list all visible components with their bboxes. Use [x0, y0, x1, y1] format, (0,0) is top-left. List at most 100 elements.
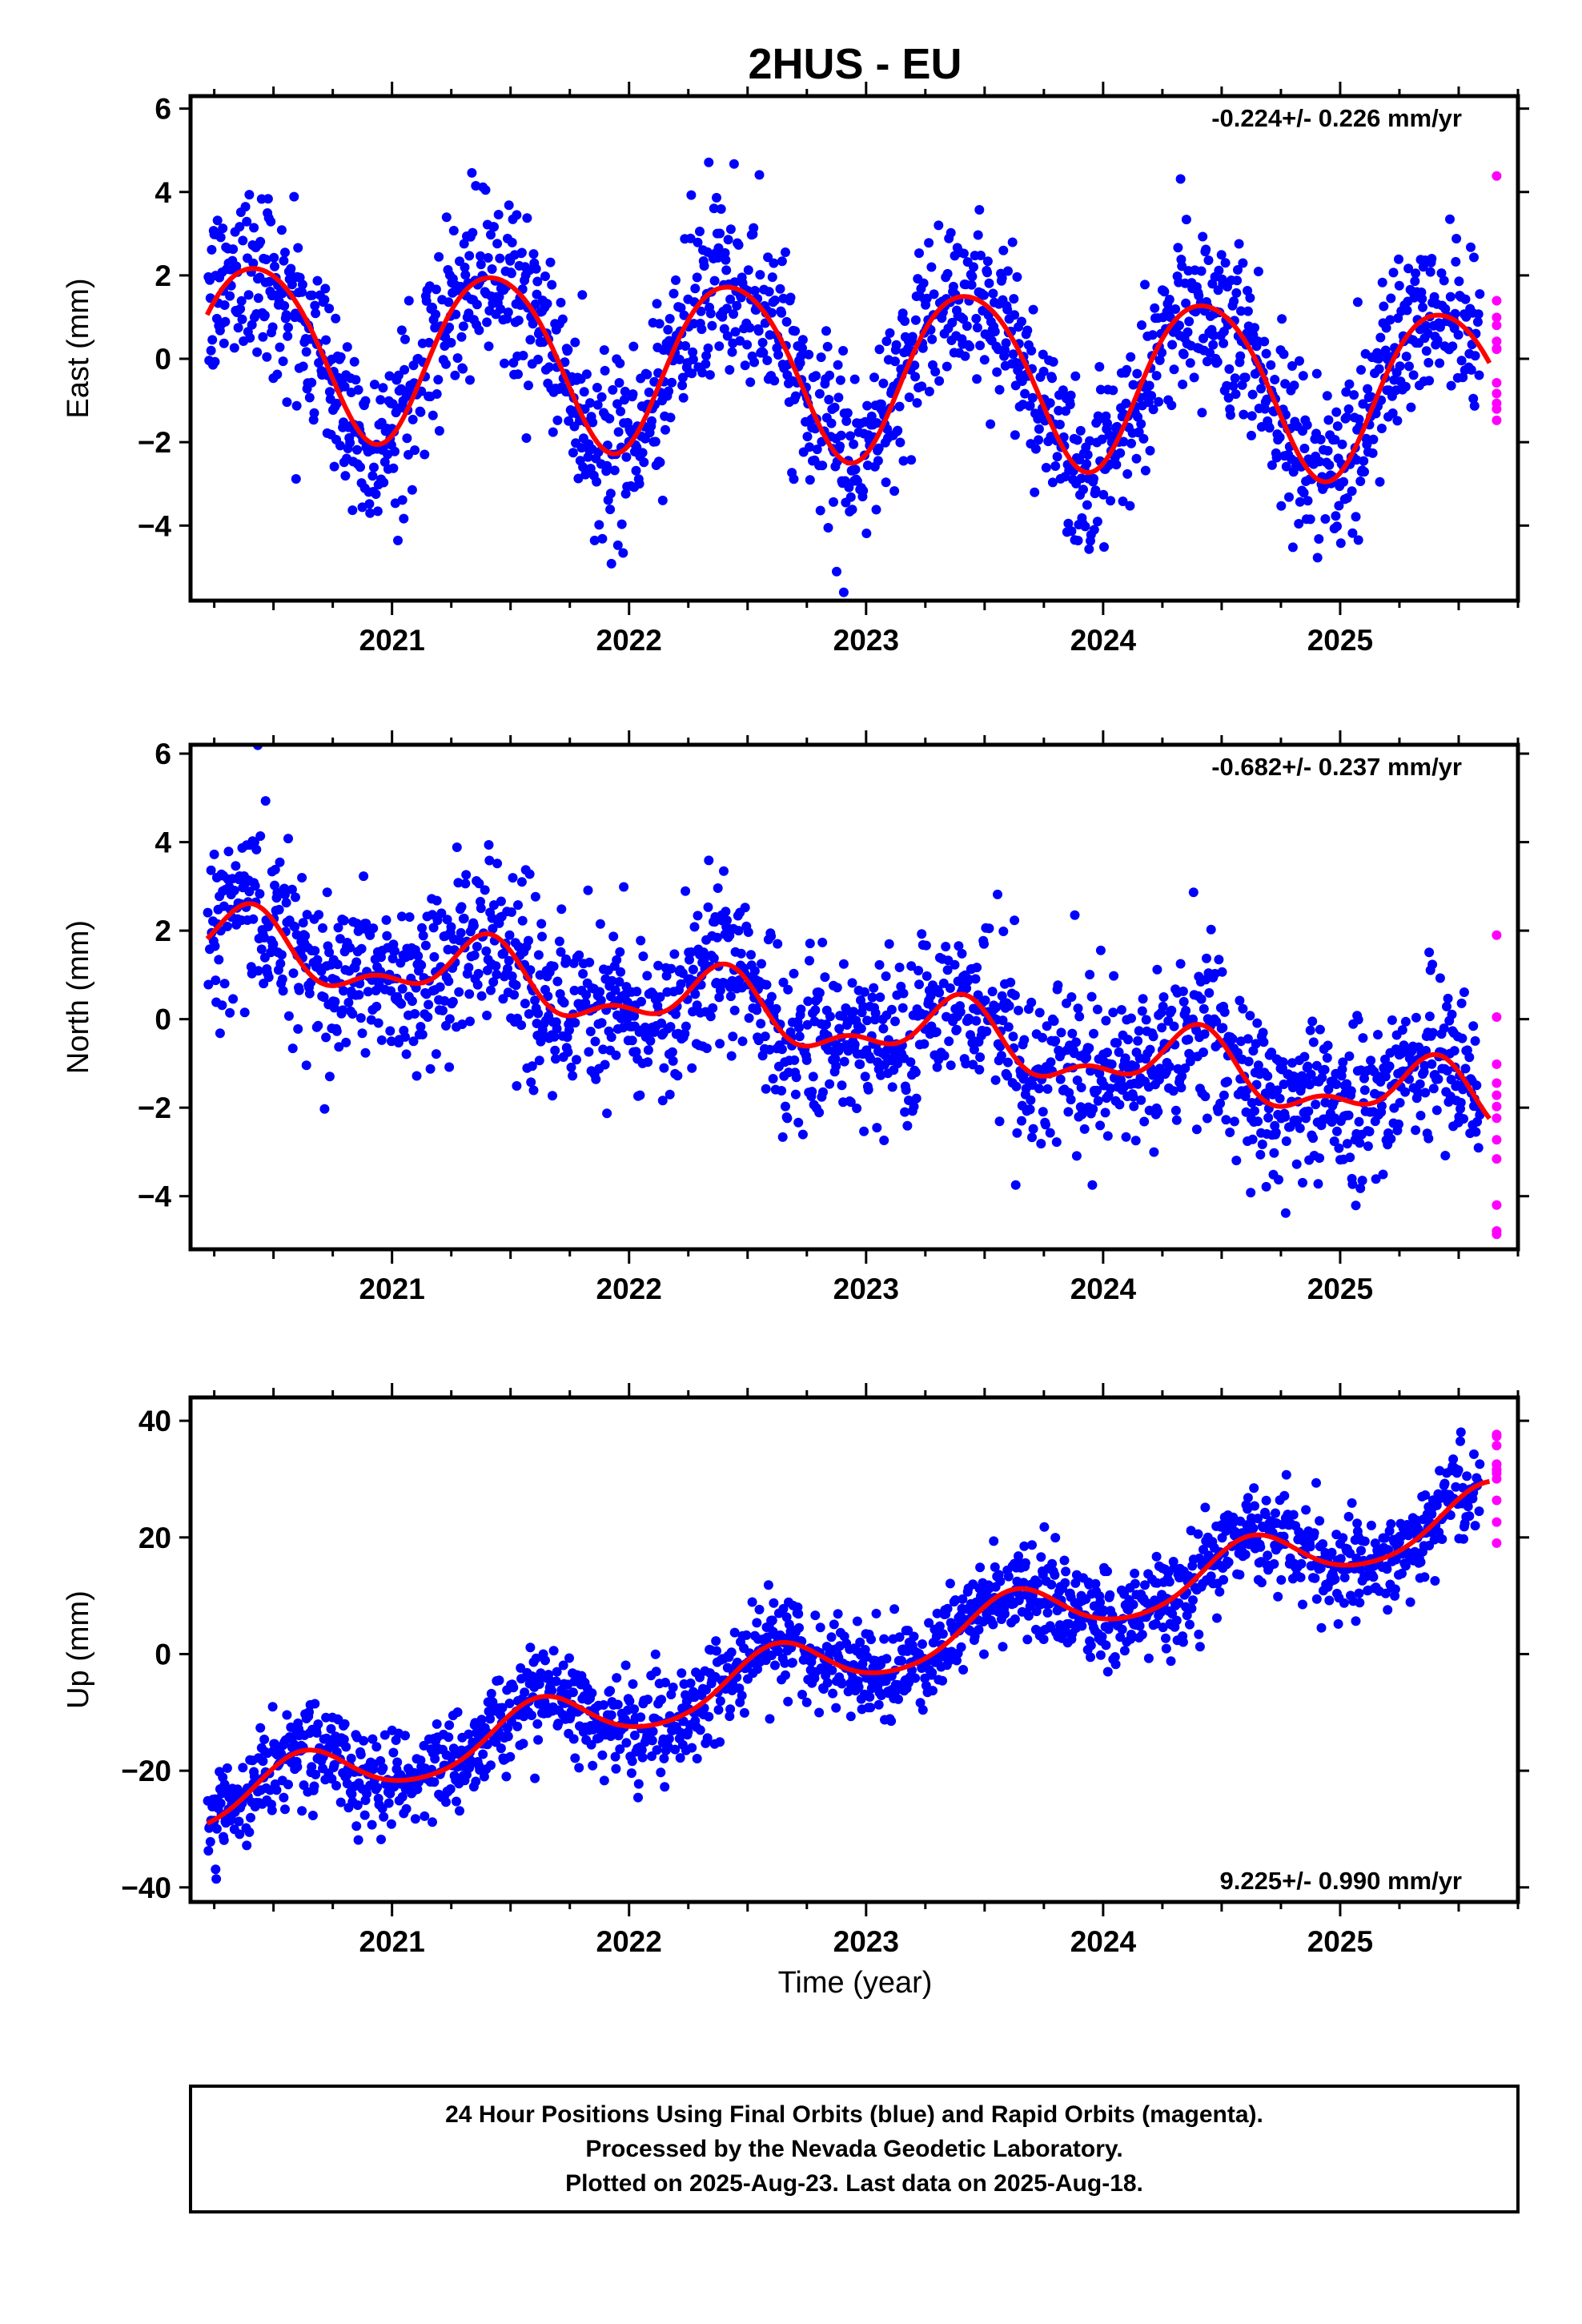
- final-point: [1245, 1011, 1255, 1021]
- final-point: [373, 1018, 383, 1028]
- final-point: [1003, 1022, 1014, 1032]
- final-point: [1337, 1064, 1347, 1075]
- final-point: [722, 304, 732, 314]
- final-point: [1343, 404, 1354, 414]
- final-point: [347, 505, 358, 516]
- final-point: [278, 356, 288, 367]
- final-point: [599, 345, 609, 356]
- final-point: [438, 1005, 448, 1015]
- final-point: [255, 831, 266, 841]
- final-point: [1125, 501, 1135, 511]
- y-tick-label: 2: [155, 259, 171, 292]
- final-point: [614, 378, 624, 388]
- final-point: [766, 308, 777, 318]
- final-point: [532, 289, 542, 300]
- final-point: [608, 384, 618, 395]
- final-point: [1030, 487, 1040, 497]
- final-point: [356, 943, 367, 954]
- final-point: [431, 309, 441, 320]
- final-point: [566, 1062, 576, 1072]
- final-point: [533, 354, 544, 364]
- final-point: [1449, 1046, 1460, 1056]
- final-point: [1178, 349, 1189, 360]
- final-point: [971, 1015, 982, 1026]
- final-point: [219, 1779, 230, 1790]
- final-point: [486, 230, 496, 240]
- final-point: [1387, 1015, 1397, 1025]
- final-point: [1435, 973, 1445, 983]
- final-point: [787, 1658, 797, 1668]
- final-point: [629, 1731, 640, 1740]
- final-point: [1157, 348, 1167, 358]
- final-point: [244, 1827, 255, 1837]
- final-point: [938, 1629, 948, 1639]
- final-point: [1071, 1037, 1082, 1047]
- final-point: [910, 315, 921, 325]
- final-point: [1141, 1015, 1151, 1025]
- final-point: [1087, 1180, 1098, 1190]
- final-point: [367, 471, 378, 481]
- final-point: [1475, 289, 1485, 300]
- final-point: [564, 1653, 574, 1663]
- final-point: [721, 907, 731, 917]
- final-point: [1181, 215, 1191, 225]
- final-point: [553, 1719, 564, 1728]
- final-point: [1039, 1522, 1050, 1532]
- plot-frame: [188, 742, 1520, 1252]
- final-point: [777, 256, 787, 267]
- final-point: [657, 1096, 668, 1106]
- final-point: [203, 907, 213, 918]
- final-point: [1095, 1597, 1106, 1607]
- final-point: [568, 1734, 579, 1744]
- final-point: [1311, 368, 1322, 379]
- final-point: [472, 942, 482, 951]
- final-point: [1128, 1092, 1138, 1102]
- final-point: [1456, 998, 1467, 1008]
- final-point: [783, 1696, 793, 1707]
- final-point: [838, 587, 849, 597]
- final-point: [496, 896, 506, 907]
- final-point: [1295, 356, 1304, 366]
- final-point: [339, 986, 348, 996]
- final-point: [990, 1075, 1001, 1085]
- final-point: [987, 987, 998, 997]
- final-point: [855, 1637, 865, 1647]
- final-point: [1353, 1015, 1363, 1025]
- final-point: [297, 279, 307, 290]
- final-point: [685, 1678, 696, 1688]
- final-point: [396, 999, 407, 1009]
- final-point: [1053, 980, 1063, 991]
- final-point: [464, 1729, 474, 1739]
- final-point: [1346, 1086, 1356, 1096]
- x-tick-label: 2024: [1070, 624, 1137, 657]
- final-point: [1014, 1005, 1023, 1015]
- final-point: [900, 1107, 910, 1117]
- final-point: [1020, 388, 1030, 399]
- final-point: [980, 995, 990, 1006]
- final-point: [1045, 398, 1055, 408]
- final-point: [962, 321, 972, 332]
- final-point: [942, 965, 953, 975]
- final-point: [333, 923, 343, 933]
- figure-title: 2HUS - EU: [748, 40, 962, 88]
- final-point: [1110, 1652, 1120, 1662]
- final-point: [1218, 1023, 1228, 1033]
- final-point: [1095, 1120, 1106, 1131]
- final-point: [1011, 1081, 1022, 1092]
- final-point: [1060, 1578, 1070, 1588]
- final-point: [744, 1013, 754, 1023]
- final-point: [338, 1005, 348, 1015]
- final-point: [810, 1005, 821, 1015]
- final-point: [711, 1636, 721, 1647]
- final-point: [1056, 1027, 1066, 1038]
- final-point: [1380, 345, 1391, 356]
- final-point: [228, 994, 239, 1004]
- final-point: [452, 842, 462, 852]
- final-point: [445, 1784, 456, 1794]
- final-point: [934, 987, 945, 998]
- rapid-point: [1492, 1226, 1502, 1236]
- final-point: [1386, 293, 1396, 304]
- final-point: [1123, 1035, 1133, 1045]
- final-point: [944, 1036, 954, 1047]
- final-point: [1421, 1046, 1431, 1055]
